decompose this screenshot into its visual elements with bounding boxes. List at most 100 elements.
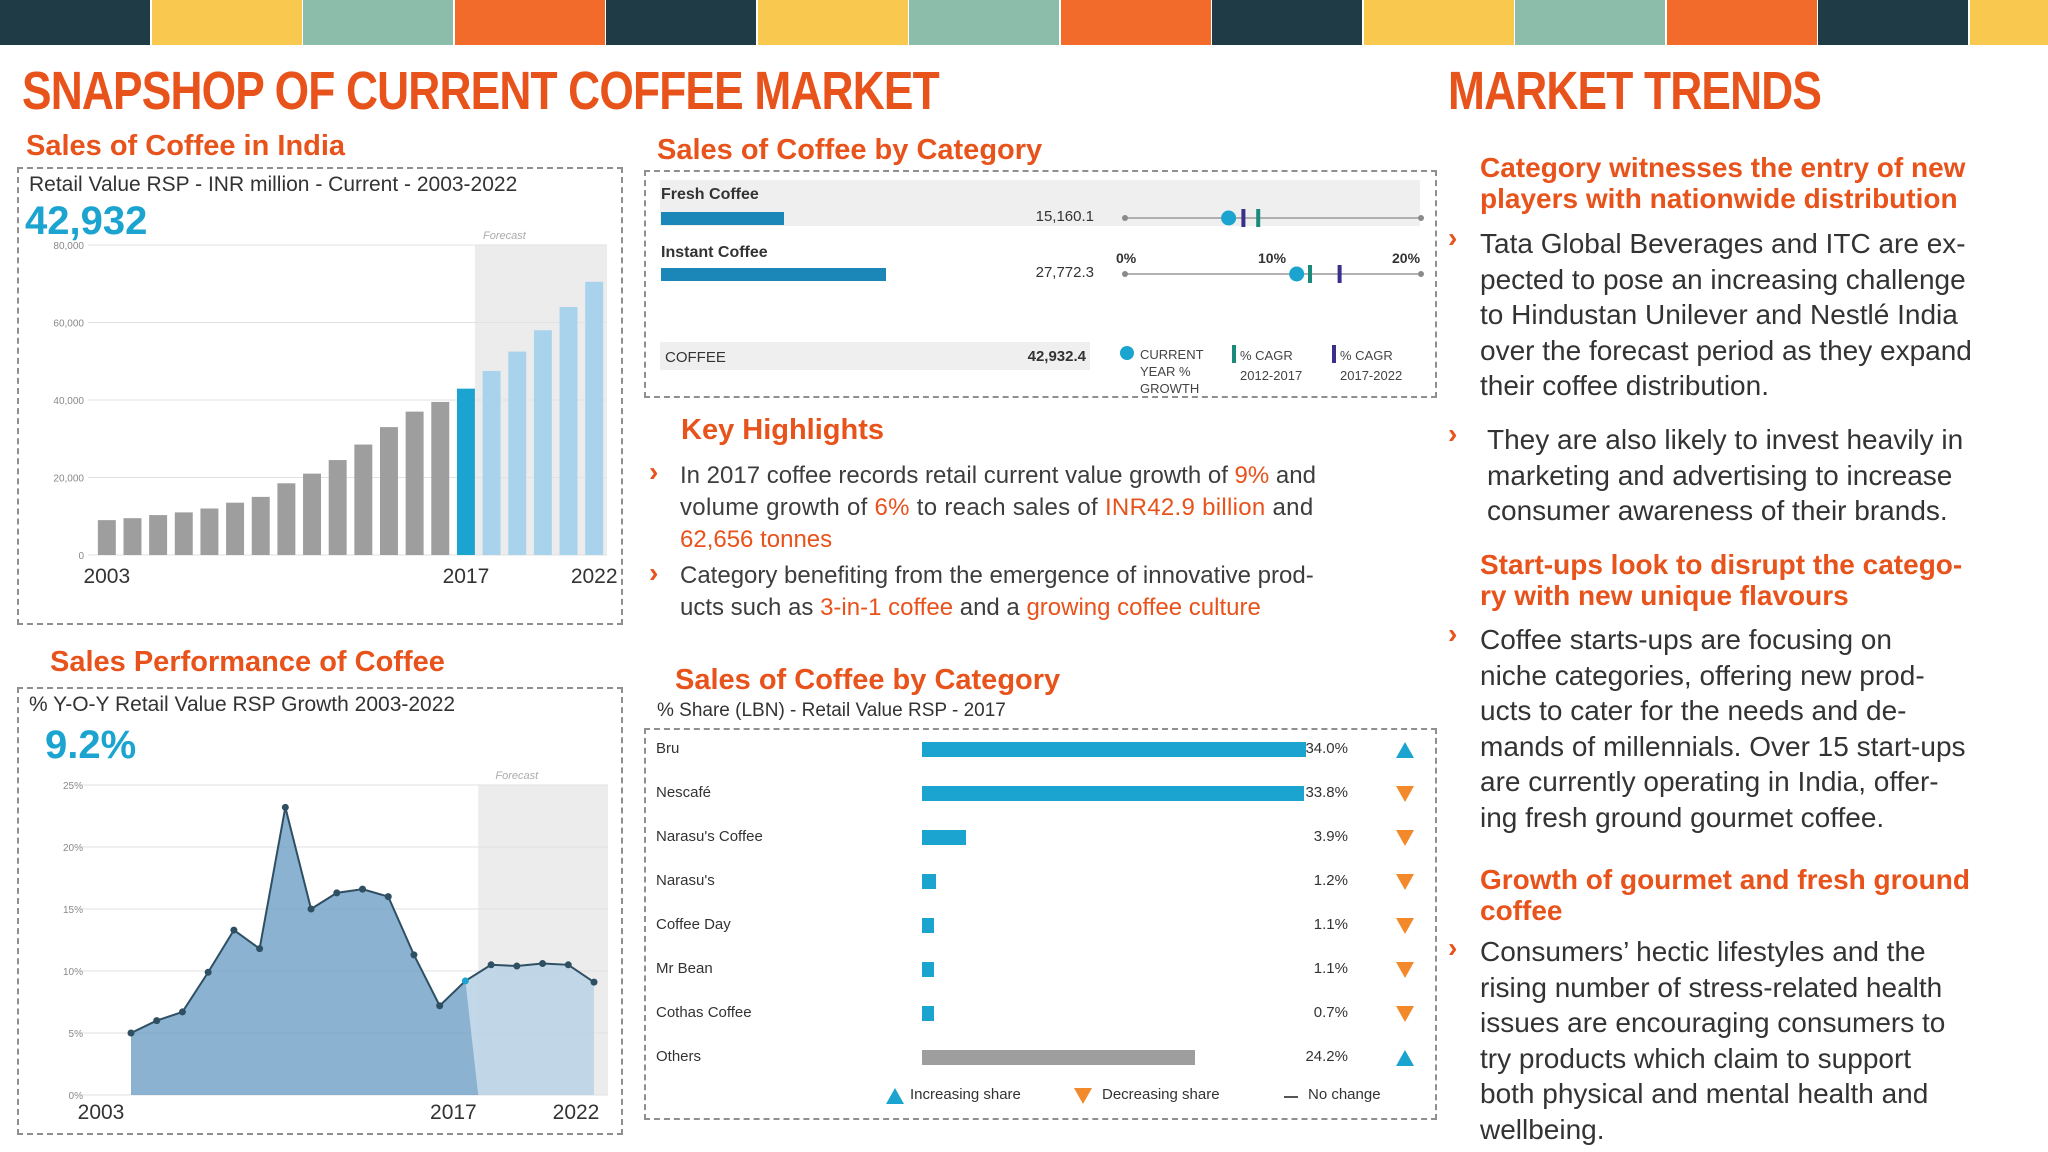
cagr-2017-2022-mark [1337, 265, 1342, 283]
brand-name: Bru [656, 740, 680, 757]
trend-line: over the forecast period as they expand [1480, 334, 1972, 366]
y-tick-label: 0% [69, 1091, 84, 1102]
trend-line: Tata Global Beverages and ITC are ex- [1480, 228, 1966, 259]
chevron-right-icon: › [1448, 418, 1458, 449]
trend-heading-2-line-2: ry with new unique flavours [1480, 580, 1849, 611]
category-title: Sales of Coffee by Category [657, 134, 1043, 166]
x-axis-label: 2017 [443, 565, 490, 588]
share-bar [922, 1006, 934, 1021]
axis-tick-10: 10% [1258, 250, 1287, 266]
growth-point-2013 [359, 885, 366, 893]
legend-increasing: Increasing share [910, 1086, 1021, 1103]
trend-heading-1-line-2: players with nationwide distribution [1480, 183, 1958, 214]
stripe-segment [606, 0, 757, 45]
trend-line: their coffee distribution. [1480, 370, 1769, 401]
sales-perf-area-chart: Forecast 0% 5% 10% 15% 20% 25% 2003 2017 2022 [63, 770, 608, 1124]
x-axis-label: 2017 [430, 1101, 477, 1124]
brand-name: Others [656, 1048, 702, 1065]
legend-cagr2-icon [1332, 345, 1336, 363]
sales-india-big-value: 42,932 [25, 199, 148, 243]
x-axis-label: 2022 [571, 565, 618, 588]
trend-heading-3-line-2: coffee [1480, 895, 1563, 926]
trend-line: consumer awareness of their brands. [1487, 495, 1948, 526]
growth-point-2019 [513, 962, 521, 970]
brand-name: Mr Bean [656, 960, 713, 977]
forecast-label: Forecast [483, 230, 527, 242]
decreasing-share-icon [1396, 1006, 1414, 1022]
axis-tick-20: 20% [1392, 250, 1421, 266]
highlight-2: Category benefiting from the emergence o… [680, 560, 1314, 624]
brand-row: Cothas Coffee 0.7% [646, 1000, 1435, 1030]
increasing-share-icon [1396, 1050, 1414, 1066]
bar-2007 [200, 508, 219, 555]
increasing-share-icon [1396, 742, 1414, 758]
x-axis-label: 2022 [553, 1101, 600, 1124]
trend-paragraph-4: Consumers’ hectic lifestyles and the risi… [1480, 934, 1945, 1147]
decreasing-share-icon [1074, 1088, 1092, 1104]
coffee-total-value: 42,932.4 [1027, 348, 1086, 365]
brand-name: Nescafé [656, 784, 712, 801]
share-value: 34.0% [1305, 740, 1348, 757]
axis-end [1418, 271, 1424, 277]
share-value: 24.2% [1305, 1048, 1348, 1065]
chevron-right-icon: › [1448, 618, 1458, 649]
instant-coffee-bar [661, 268, 886, 281]
growth-point-2008 [230, 926, 238, 934]
share-bar [922, 742, 1306, 757]
trend-line: rising number of stress-related health [1480, 971, 1943, 1003]
legend-no-change: No change [1308, 1086, 1381, 1103]
key-highlights-title: Key Highlights [681, 414, 885, 446]
coffee-total-label: COFFEE [665, 349, 726, 366]
highlight-2-line-1: Category benefiting from the emergence o… [680, 562, 1314, 589]
chevron-right-icon: › [649, 557, 659, 588]
trend-line: ing fresh ground gourmet coffee. [1480, 801, 1885, 833]
growth-point-2012 [333, 889, 341, 897]
trend-line: both physical and mental health and [1480, 1078, 1929, 1109]
growth-point-2017 [461, 977, 469, 985]
instant-coffee-value: 27,772.3 [1035, 264, 1094, 281]
trend-line: to Hindustan Unilever and Nestlé India [1480, 299, 1958, 330]
bar-2004 [123, 518, 142, 555]
growth-point-2006 [178, 1008, 186, 1016]
increasing-share-icon [886, 1088, 904, 1104]
highlight-1-line-3: 62,656 tonnes [680, 526, 833, 553]
y-tick-label: 15% [63, 905, 83, 916]
brand-share-panel: Bru 34.0% Nescafé 33.8% Narasu's Coffee 3.9% N… [644, 728, 1437, 1120]
current-growth-dot [1289, 266, 1305, 282]
stripe-segment [454, 0, 605, 45]
share-bar [922, 1050, 1196, 1065]
trend-heading-1-line-1: Category witnesses the entry of new [1480, 152, 1966, 183]
bar-2012 [328, 460, 347, 555]
stripe-segment [1060, 0, 1211, 45]
forecast-label: Forecast [495, 770, 539, 782]
axis-end [1122, 215, 1128, 221]
share-bar [922, 830, 967, 845]
decreasing-share-icon [1396, 918, 1414, 934]
y-tick-label: 20% [63, 843, 83, 854]
sales-perf-subtitle: % Y-O-Y Retail Value RSP Growth 2003-202… [29, 693, 456, 716]
x-axis-label: 2003 [83, 565, 130, 588]
cagr-2012-2017-mark [1308, 265, 1312, 283]
bar-2011 [303, 473, 322, 555]
coffee-total-row-bg [660, 342, 1090, 370]
page-title: SNAPSHOP OF CURRENT COFFEE MARKET [22, 61, 940, 121]
sales-india-title: Sales of Coffee in India [26, 130, 346, 162]
share-bar [922, 786, 1304, 801]
stripe-segment [909, 0, 1060, 45]
brand-row: Narasu's 1.2% [646, 868, 1435, 898]
trend-line: mands of millennials. Over 15 start-ups [1480, 730, 1966, 762]
decreasing-share-icon [1396, 830, 1414, 846]
trend-paragraph-3: Coffee starts-ups are focusing on niche c… [1480, 622, 1966, 835]
brand-share-subtitle: % Share (LBN) - Retail Value RSP - 2017 [657, 700, 1006, 721]
trend-line: They are also likely to invest heavily i… [1487, 424, 1964, 455]
highlight-1: In 2017 coffee records retail current va… [680, 460, 1316, 556]
chevron-right-icon: › [649, 456, 659, 487]
growth-point-2011 [307, 905, 315, 913]
y-tick-label: 80,000 [53, 241, 84, 252]
highlight-1-line-1: In 2017 coffee records retail current va… [680, 462, 1316, 489]
brand-name: Narasu's [656, 872, 715, 889]
stripe-segment [1818, 0, 1969, 45]
stripe-segment [1666, 0, 1817, 45]
trend-line: Consumers’ hectic lifestyles and the [1480, 936, 1926, 967]
growth-point-2021 [564, 961, 572, 969]
